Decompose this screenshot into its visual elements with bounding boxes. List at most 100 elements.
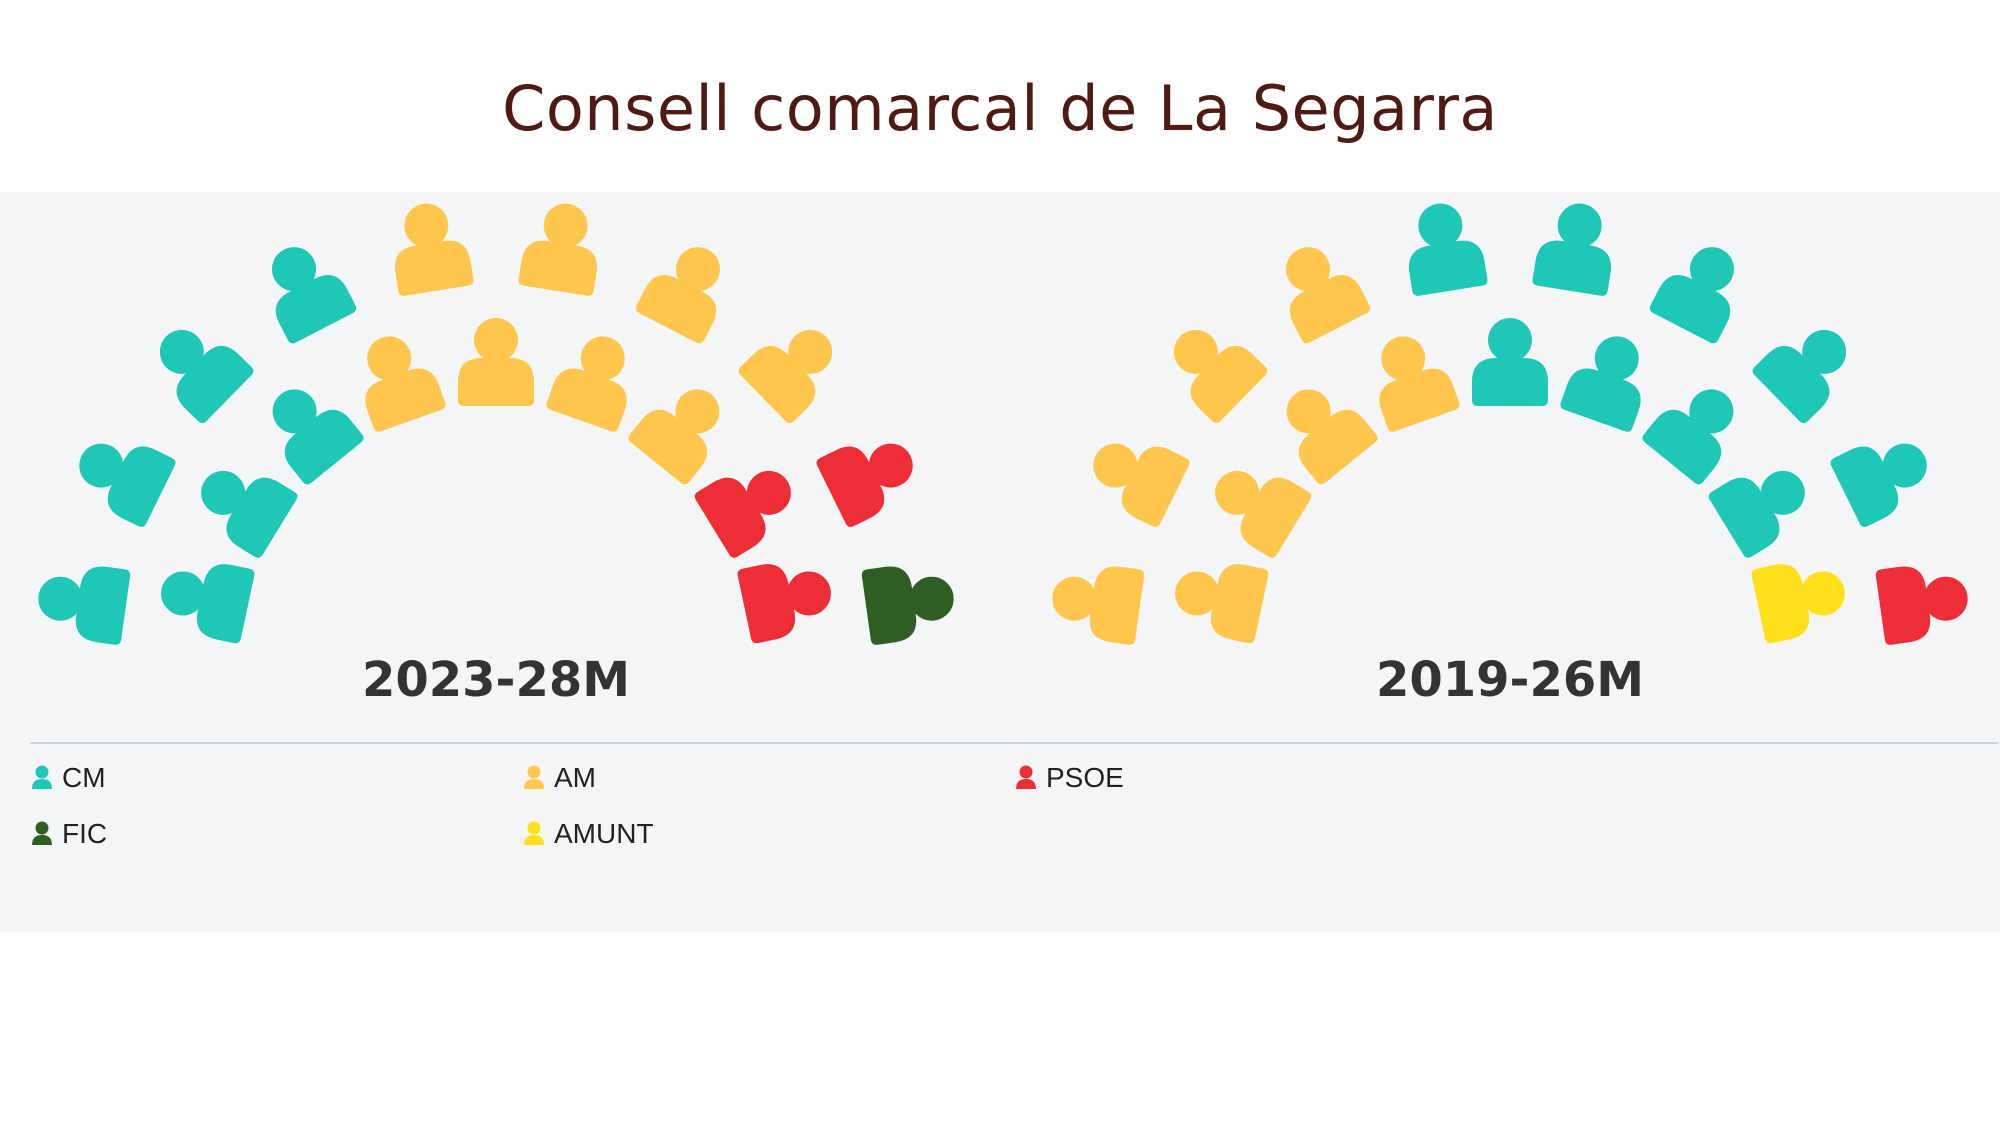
person-icon: [524, 765, 544, 789]
seat-body: [75, 566, 131, 645]
hemicycle-2019: 2019-26M: [1040, 192, 1980, 752]
seat-head: [788, 329, 833, 374]
seat-am: [628, 389, 720, 485]
hemicycle-2023-svg: [38, 203, 954, 645]
seat-head: [1689, 389, 1734, 434]
seat-body: [737, 564, 796, 644]
seat-body: [1830, 446, 1899, 528]
person-icon: [1016, 765, 1036, 789]
seat-body: [1875, 566, 1931, 645]
hemicycle-2023-label: 2023-28M: [361, 652, 631, 708]
seat-body: [546, 368, 627, 432]
seat-cm: [1830, 443, 1927, 528]
seat-cm: [1642, 389, 1734, 485]
seat-head: [1381, 336, 1426, 381]
seat-head: [580, 336, 625, 381]
seat-head: [272, 247, 317, 292]
seat-psoe: [694, 470, 791, 558]
seat-am: [546, 336, 627, 432]
seat-am: [365, 336, 446, 432]
seat-body: [1210, 564, 1269, 644]
legend-label-amunt: AMUNT: [554, 818, 654, 849]
seat-head: [1175, 571, 1220, 616]
seat-fic: [861, 566, 954, 645]
seat-head: [675, 247, 720, 292]
seat-psoe: [1875, 566, 1968, 645]
seat-head: [1760, 470, 1805, 515]
legend-divider: [30, 742, 1998, 744]
seat-am: [738, 329, 833, 424]
seat-body: [107, 446, 176, 528]
seat-head: [79, 443, 124, 488]
seat-head: [1802, 329, 1847, 374]
seat-cm: [159, 329, 254, 424]
legend-label-psoe: PSOE: [1046, 762, 1124, 793]
seat-body: [275, 274, 357, 344]
seat-head: [159, 329, 204, 374]
seat-head: [1923, 576, 1968, 621]
person-icon: [32, 821, 52, 845]
seat-body: [1408, 240, 1488, 296]
seat-am: [635, 247, 720, 344]
seat-am: [1093, 443, 1190, 528]
seat-head: [367, 336, 412, 381]
hemicycle-2019-label: 2019-26M: [1375, 652, 1645, 708]
legend-item-am[interactable]: AM: [522, 762, 1014, 793]
legend: CM AM PSOE FIC AMUNT: [30, 762, 1990, 849]
seat-head: [1052, 576, 1097, 621]
seat-head: [1173, 329, 1218, 374]
seat-head: [1557, 203, 1602, 248]
seat-cm: [79, 443, 176, 528]
legend-item-fic[interactable]: FIC: [30, 818, 522, 849]
seat-cm: [38, 566, 131, 645]
legend-item-cm[interactable]: CM: [30, 762, 522, 793]
seat-head: [1488, 318, 1532, 362]
seat-head: [1286, 247, 1331, 292]
seat-body: [458, 358, 534, 406]
seat-head: [1594, 336, 1639, 381]
seat-body: [196, 564, 255, 644]
hemicycle-2023: 2023-28M: [26, 192, 966, 752]
seat-cm: [201, 470, 298, 558]
seat-body: [394, 240, 474, 296]
seat-head: [201, 470, 246, 515]
seat-body: [1089, 566, 1145, 645]
seat-head: [868, 443, 913, 488]
seat-am: [458, 318, 534, 406]
seat-head: [38, 576, 83, 621]
seat-body: [1532, 240, 1612, 296]
seat-head: [1882, 443, 1927, 488]
seat-head: [1800, 571, 1845, 616]
seat-amunt: [1751, 564, 1845, 644]
seat-head: [1418, 203, 1463, 248]
legend-item-amunt[interactable]: AMUNT: [522, 818, 1014, 849]
legend-item-psoe[interactable]: PSOE: [1014, 762, 1506, 793]
seat-head: [675, 389, 720, 434]
seat-body: [1560, 368, 1641, 432]
seat-body: [518, 240, 598, 296]
chart-panel: 2023-28M 2019-26M CM AM PSOE FIC AMUNT: [0, 192, 2000, 932]
seat-body: [1649, 274, 1731, 344]
seat-body: [1472, 358, 1548, 406]
seat-cm: [1408, 203, 1488, 296]
seat-cm: [272, 389, 364, 485]
seat-cm: [1472, 318, 1548, 406]
seat-body: [861, 566, 917, 645]
seat-am: [394, 203, 474, 296]
seat-head: [786, 571, 831, 616]
seat-am: [1379, 336, 1460, 432]
seat-psoe: [737, 564, 831, 644]
seat-am: [1215, 470, 1312, 558]
seat-head: [1286, 389, 1331, 434]
seat-cm: [161, 564, 255, 644]
chart-title: Consell comarcal de La Segarra: [502, 72, 1498, 145]
seat-body: [1289, 274, 1371, 344]
seat-head: [1689, 247, 1734, 292]
seat-body: [816, 446, 885, 528]
seat-head: [909, 576, 954, 621]
seat-cm: [1532, 203, 1612, 296]
seat-head: [161, 571, 206, 616]
seat-head: [543, 203, 588, 248]
seat-body: [1751, 564, 1810, 644]
seat-am: [1175, 564, 1269, 644]
